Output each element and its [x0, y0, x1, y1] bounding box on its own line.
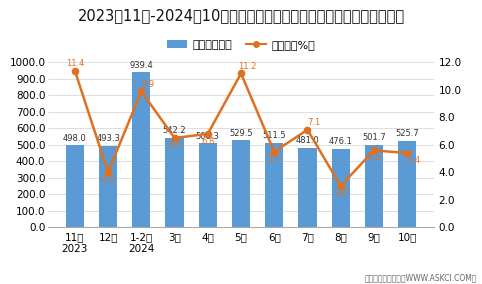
增长率（%） [271, 150, 277, 153]
Text: 476.1: 476.1 [329, 137, 353, 146]
增长率（%） [105, 171, 111, 174]
Bar [332, 149, 350, 227]
增长率（%） [404, 151, 410, 155]
Bar [265, 143, 283, 227]
Text: 498.0: 498.0 [63, 134, 87, 143]
Bar [365, 145, 383, 227]
Bar [66, 145, 84, 227]
Text: 11.2: 11.2 [239, 62, 257, 71]
Legend: 产量（万吨）, 增长率（%）: 产量（万吨）, 增长率（%） [162, 36, 320, 54]
Text: 11.4: 11.4 [66, 59, 84, 68]
Text: 529.5: 529.5 [229, 128, 253, 137]
Text: 939.4: 939.4 [130, 61, 153, 70]
Text: 525.7: 525.7 [395, 129, 419, 138]
Bar [398, 141, 416, 227]
Bar [132, 72, 150, 227]
Text: 542.2: 542.2 [163, 126, 187, 135]
Bar [232, 140, 250, 227]
Text: 5.6: 5.6 [367, 153, 380, 162]
Text: 493.3: 493.3 [96, 134, 120, 143]
Text: 6.5: 6.5 [168, 141, 181, 150]
增长率（%） [205, 132, 211, 135]
Text: 5.4: 5.4 [407, 156, 420, 165]
Text: 6.8: 6.8 [201, 137, 214, 146]
增长率（%） [371, 149, 377, 152]
Text: 5.5: 5.5 [268, 155, 281, 164]
Text: 501.7: 501.7 [362, 133, 386, 142]
Text: 3.0: 3.0 [334, 189, 348, 198]
增长率（%） [172, 136, 177, 140]
Text: 508.3: 508.3 [196, 132, 220, 141]
Text: 4.0: 4.0 [102, 175, 115, 184]
增长率（%） [72, 69, 78, 72]
Bar [99, 146, 117, 227]
Text: 9.9: 9.9 [141, 80, 155, 89]
Text: 7.1: 7.1 [308, 118, 321, 128]
Text: 511.5: 511.5 [262, 131, 286, 141]
Bar [165, 138, 184, 227]
增长率（%） [338, 184, 344, 188]
Text: 2023年11月-2024年10月全国农用氮、磷、钾化学肥料产量及增长情况: 2023年11月-2024年10月全国农用氮、磷、钾化学肥料产量及增长情况 [78, 9, 404, 24]
增长率（%） [305, 128, 310, 131]
Bar [199, 143, 217, 227]
Text: 制图：中商情报网（WWW.ASKCI.COM）: 制图：中商情报网（WWW.ASKCI.COM） [365, 273, 477, 283]
Line: 增长率（%）: 增长率（%） [72, 68, 410, 189]
Text: 481.0: 481.0 [295, 137, 320, 145]
增长率（%） [238, 72, 244, 75]
增长率（%） [138, 89, 144, 93]
Bar [298, 148, 317, 227]
